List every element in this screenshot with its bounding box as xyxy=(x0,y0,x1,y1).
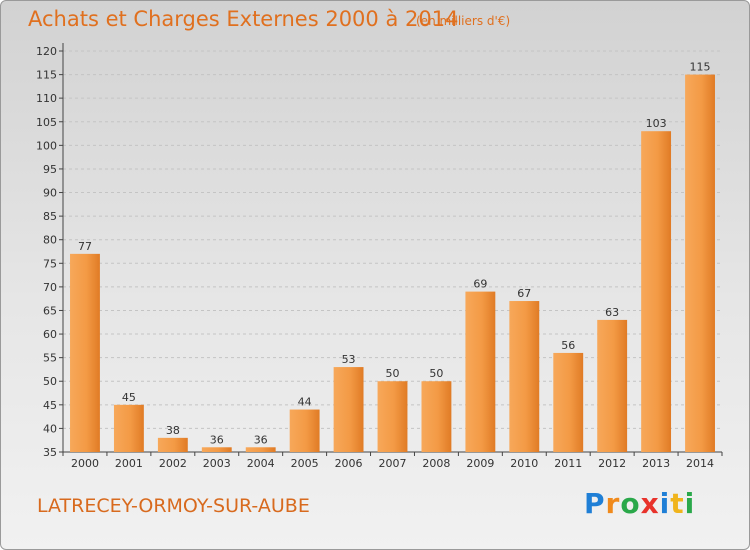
y-tick-label: 50 xyxy=(43,375,57,388)
x-tick-label-2007: 2007 xyxy=(379,457,407,470)
data-label-2010: 67 xyxy=(517,287,531,300)
y-tick-label: 75 xyxy=(43,257,57,270)
y-tick-label: 100 xyxy=(36,139,57,152)
bar-2009 xyxy=(465,291,496,452)
bar-2008 xyxy=(421,381,452,452)
y-tick-label: 60 xyxy=(43,328,57,341)
city-name: LATRECEY-ORMOY-SUR-AUBE xyxy=(37,495,310,517)
x-tick-label-2008: 2008 xyxy=(422,457,450,470)
proxiti-logo: Proxiti xyxy=(584,487,695,520)
y-tick-label: 80 xyxy=(43,234,57,247)
logo-letter: r xyxy=(605,487,621,520)
bar-2004 xyxy=(245,447,276,452)
chart-title: Achats et Charges Externes 2000 à 2014 xyxy=(28,7,459,31)
data-label-2002: 38 xyxy=(166,424,180,437)
y-tick-label: 45 xyxy=(43,399,57,412)
x-tick-label-2000: 2000 xyxy=(71,457,99,470)
y-tick-label: 105 xyxy=(36,116,57,129)
x-tick-label-2012: 2012 xyxy=(598,457,626,470)
y-tick-label: 110 xyxy=(36,92,57,105)
data-label-2000: 77 xyxy=(78,240,92,253)
y-tick-label: 65 xyxy=(43,304,57,317)
x-tick-label-2006: 2006 xyxy=(335,457,363,470)
y-tick-label: 95 xyxy=(43,163,57,176)
bar-2001 xyxy=(113,404,144,452)
x-tick-label-2003: 2003 xyxy=(203,457,231,470)
bars xyxy=(70,74,715,453)
x-tick-label-2005: 2005 xyxy=(291,457,319,470)
data-label-2005: 44 xyxy=(298,396,312,409)
x-tick-label-2013: 2013 xyxy=(642,457,670,470)
data-labels: 77 45 38 36 36 44 53 50 50 69 67 56 63 103 115 xyxy=(78,61,711,447)
data-label-2009: 69 xyxy=(473,278,487,291)
y-tick-label: 120 xyxy=(36,45,57,58)
bar-2000 xyxy=(70,253,100,452)
bar-2007 xyxy=(377,381,408,452)
x-tick-label-2002: 2002 xyxy=(159,457,187,470)
data-label-2004: 36 xyxy=(254,433,268,446)
logo-letter: o xyxy=(620,487,641,520)
grid-lines xyxy=(63,50,722,429)
chart-subtitle: (en milliers d'€) xyxy=(416,14,511,28)
y-tick-label: 35 xyxy=(43,446,57,459)
bar-2006 xyxy=(333,367,364,452)
bar-2010 xyxy=(509,301,540,452)
x-tick-label-2014: 2014 xyxy=(686,457,714,470)
y-tick-label: 90 xyxy=(43,187,57,200)
logo-letter: P xyxy=(584,487,606,520)
data-label-2003: 36 xyxy=(210,433,224,446)
y-tick-label: 70 xyxy=(43,281,57,294)
data-label-2011: 56 xyxy=(561,339,575,352)
data-label-2012: 63 xyxy=(605,306,619,319)
data-label-2007: 50 xyxy=(386,367,400,380)
bar-2011 xyxy=(553,352,584,452)
logo-letter: i xyxy=(684,487,696,520)
bar-2002 xyxy=(157,437,188,452)
bar-2005 xyxy=(289,409,320,452)
y-tick-label: 85 xyxy=(43,210,57,223)
data-label-2006: 53 xyxy=(342,353,356,366)
x-tick-labels: 2000 2001 2002 2003 2004 2005 2006 2007 2008 2009… xyxy=(62,452,723,470)
data-label-2008: 50 xyxy=(429,367,443,380)
data-label-2013: 103 xyxy=(646,117,667,130)
x-tick-label-2011: 2011 xyxy=(554,457,582,470)
y-tick-label: 40 xyxy=(43,422,57,435)
x-tick-label-2010: 2010 xyxy=(510,457,538,470)
y-tick-labels: 35 40 45 50 55 60 65 70 75 80 85 90 95 100 105 110 115 12… xyxy=(36,45,63,459)
bar-2012 xyxy=(597,319,628,452)
x-tick-label-2009: 2009 xyxy=(466,457,494,470)
bar-2003 xyxy=(201,447,232,452)
data-label-2001: 45 xyxy=(122,391,136,404)
data-label-2014: 115 xyxy=(690,61,711,74)
logo-letter: x xyxy=(640,487,660,520)
x-tick-label-2001: 2001 xyxy=(115,457,143,470)
bar-2013 xyxy=(641,131,672,452)
logo-letter: t xyxy=(670,487,685,520)
bar-2014 xyxy=(685,74,715,453)
y-tick-label: 115 xyxy=(36,69,57,82)
y-tick-label: 55 xyxy=(43,352,57,365)
x-tick-label-2004: 2004 xyxy=(247,457,275,470)
logo-letter: i xyxy=(659,487,671,520)
